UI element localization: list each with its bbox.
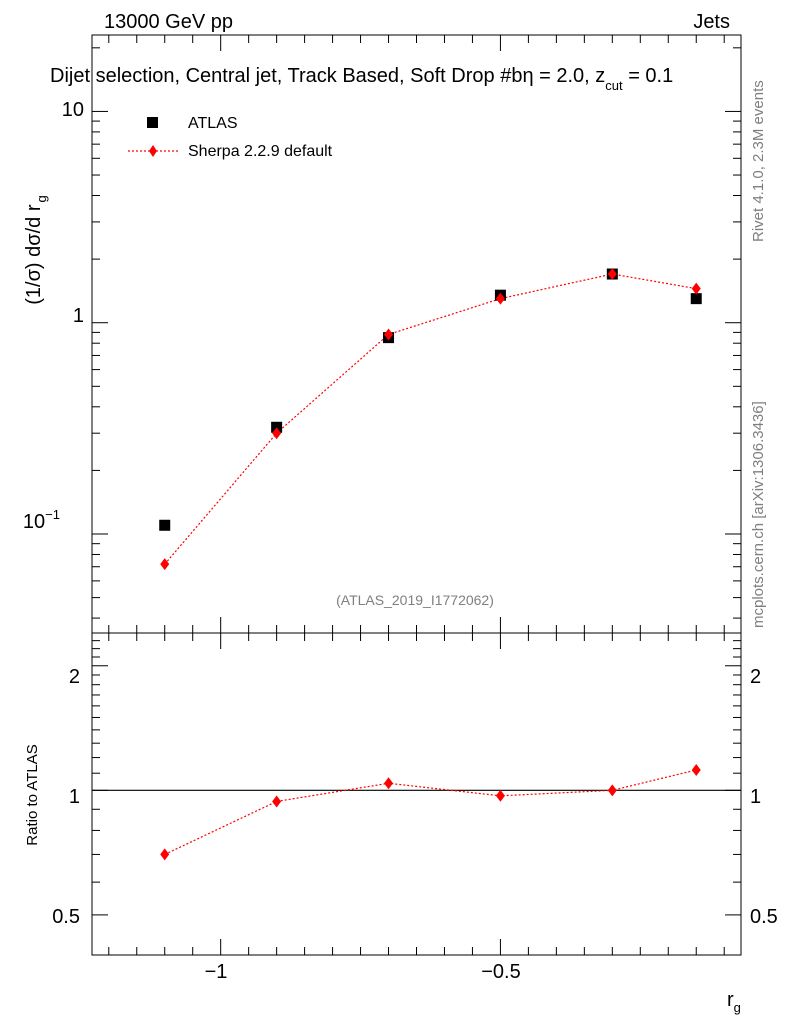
main-data-layer <box>159 268 702 571</box>
analysis-id: (ATLAS_2019_I1772062) <box>336 592 494 608</box>
sherpa-point <box>160 558 170 571</box>
ratio-tick-label-left-1: 1 <box>69 786 80 808</box>
ratio-data-layer <box>160 763 701 861</box>
legend-atlas-marker <box>147 117 158 128</box>
plot-title: Dijet selection, Central jet, Track Base… <box>50 65 673 93</box>
atlas-point <box>690 293 702 305</box>
ratio-plot-frame <box>91 632 742 956</box>
y-tick-label-10: 10 <box>62 99 84 121</box>
main-axis-ticks <box>92 35 741 633</box>
legend-atlas-label: ATLAS <box>188 115 238 132</box>
rivet-info: Rivet 4.1.0, 2.3M events <box>750 80 767 242</box>
legend-sherpa-marker <box>149 145 157 157</box>
x-tick-label-minus-1: −1 <box>205 961 228 983</box>
x-tick-label-minus-0-5: −0.5 <box>481 961 520 983</box>
energy-label: 13000 GeV pp <box>104 11 233 33</box>
atlas-point <box>159 519 171 531</box>
sherpa-point <box>691 282 701 295</box>
ratio-tick-label-left-0-5: 0.5 <box>52 906 80 928</box>
ratio-axis-ticks <box>92 633 741 956</box>
legend-sherpa-label: Sherpa 2.2.9 default <box>188 143 333 160</box>
sherpa-point <box>272 427 282 440</box>
main-y-axis-label: (1/σ) dσ/d rg <box>23 195 49 305</box>
ratio-tick-label-right-1: 1 <box>750 786 761 808</box>
process-label: Jets <box>693 11 730 33</box>
ratio-tick-label-right-0-5: 0.5 <box>750 906 778 928</box>
ratio-tick-label-left-2: 2 <box>69 666 80 688</box>
ratio-sherpa-point <box>495 789 505 802</box>
legend: ATLAS Sherpa 2.2.9 default <box>128 115 333 160</box>
mcplots-info: mcplots.cern.ch [arXiv:1306.3436] <box>750 401 767 628</box>
y-tick-label-1: 1 <box>73 305 84 327</box>
ratio-sherpa-line <box>164 769 697 855</box>
sherpa-point <box>495 292 505 305</box>
sherpa-point <box>607 268 617 281</box>
sherpa-point <box>384 328 394 341</box>
sherpa-line <box>164 273 697 565</box>
ratio-sherpa-point <box>384 777 394 790</box>
ratio-sherpa-point <box>160 848 170 861</box>
ratio-tick-label-right-2: 2 <box>750 666 761 688</box>
x-axis-label: rg <box>727 989 741 1015</box>
ratio-sherpa-point <box>607 784 617 797</box>
ratio-y-axis-label: Ratio to ATLAS <box>24 744 41 845</box>
ratio-sherpa-point <box>272 795 282 808</box>
ratio-sherpa-point <box>691 763 701 776</box>
y-tick-label-0-1: 10−1 <box>23 507 60 533</box>
